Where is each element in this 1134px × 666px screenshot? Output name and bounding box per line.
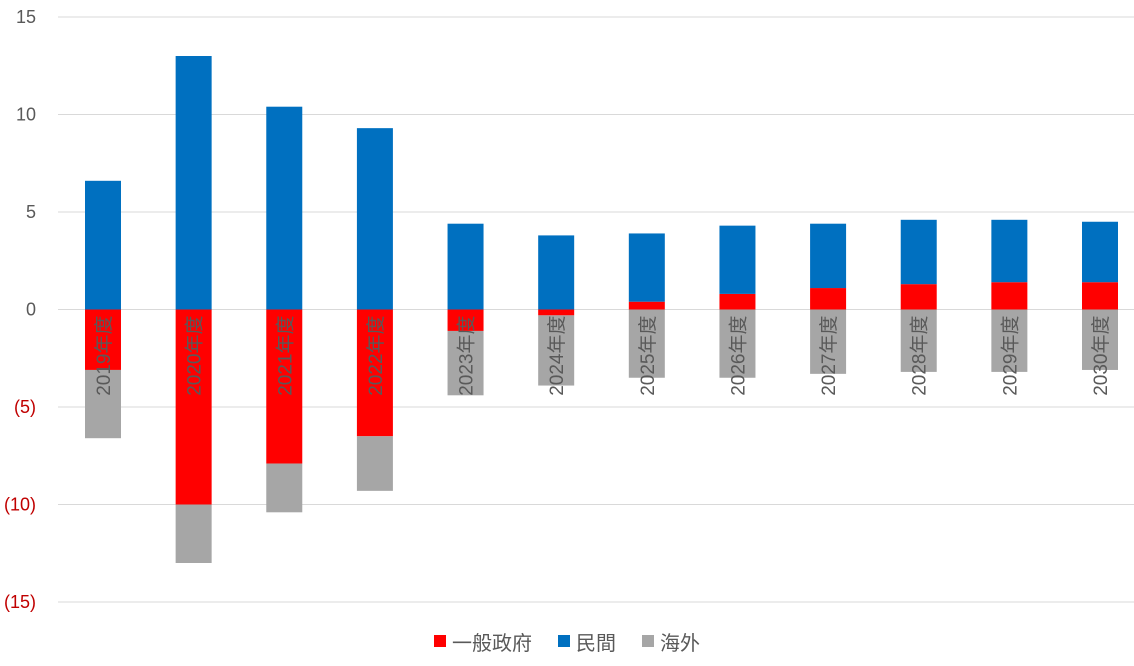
y-tick-label: 5: [26, 202, 36, 222]
bar-overseas: [175, 504, 212, 563]
category-label: 2029年度: [999, 316, 1021, 396]
bar-private: [810, 223, 847, 289]
legend-item-general-government[interactable]: 一般政府: [434, 627, 532, 656]
category-label: 2023年度: [456, 316, 478, 396]
category-label: 2022年度: [365, 316, 387, 396]
legend-swatch-private: [558, 635, 570, 647]
legend-label-general-government: 一般政府: [452, 630, 532, 655]
bar-overseas: [538, 315, 575, 386]
category-label: 2026年度: [727, 316, 749, 396]
category-label: 2019年度: [93, 316, 115, 396]
bar-private: [1082, 221, 1118, 283]
bar-private: [719, 225, 756, 294]
category-label: 2020年度: [184, 316, 206, 396]
category-labels: 2019年度 2020年度 2021年度 2022年度 2023年度 2024年度 2025…: [93, 316, 1112, 396]
bar-private: [175, 56, 212, 310]
bar-overseas: [628, 309, 665, 378]
bar-overseas: [991, 309, 1028, 372]
bar-overseas: [900, 309, 937, 372]
bar-private: [266, 106, 303, 310]
bar-general-government: [719, 293, 756, 310]
bar-overseas: [266, 463, 303, 513]
y-axis-tick-labels: 15 10 5 0 (5) (10) (15): [4, 7, 36, 612]
y-tick-label: 10: [16, 105, 36, 125]
legend-item-overseas[interactable]: 海外: [642, 627, 700, 656]
bar-overseas: [447, 330, 484, 396]
bar-private: [900, 219, 937, 285]
bar-general-government: [85, 309, 121, 370]
legend: 一般政府 民間 海外: [0, 627, 1134, 656]
bar-private: [447, 223, 484, 310]
y-tick-label: (5): [14, 397, 36, 417]
bar-overseas: [719, 309, 756, 378]
bar-general-government: [447, 309, 484, 331]
bar-private: [356, 128, 393, 310]
bar-overseas: [1082, 309, 1118, 370]
category-label: 2021年度: [274, 316, 296, 396]
bar-private: [538, 235, 575, 310]
bar-general-government: [538, 309, 575, 316]
gridlines: [58, 16, 1134, 603]
bar-overseas: [810, 309, 847, 374]
legend-swatch-overseas: [642, 635, 654, 647]
bar-general-government: [628, 301, 665, 310]
bar-general-government: [356, 309, 393, 437]
bar-general-government: [991, 282, 1028, 310]
bar-private: [85, 180, 121, 310]
bar-private: [628, 233, 665, 302]
bar-general-government: [175, 309, 212, 505]
y-tick-label: 0: [26, 300, 36, 320]
bar-general-government: [810, 288, 847, 310]
legend-item-private[interactable]: 民間: [558, 627, 616, 656]
bar-general-government: [900, 284, 937, 310]
y-tick-label: (10): [4, 495, 36, 515]
y-tick-label: 15: [16, 7, 36, 27]
bar-overseas: [85, 369, 121, 439]
legend-label-private: 民間: [576, 630, 616, 655]
category-label: 2025年度: [637, 316, 659, 396]
category-label: 2030年度: [1090, 316, 1112, 396]
legend-swatch-general-government: [434, 635, 446, 647]
category-label: 2024年度: [546, 316, 568, 396]
bar-general-government: [1082, 282, 1118, 310]
bar-general-government: [266, 309, 303, 464]
bars: [85, 56, 1118, 563]
y-tick-label: (15): [4, 592, 36, 612]
category-label: 2027年度: [818, 316, 840, 396]
bar-private: [991, 219, 1028, 283]
category-label: 2028年度: [909, 316, 931, 396]
legend-label-overseas: 海外: [660, 630, 700, 655]
bar-overseas: [356, 436, 393, 491]
